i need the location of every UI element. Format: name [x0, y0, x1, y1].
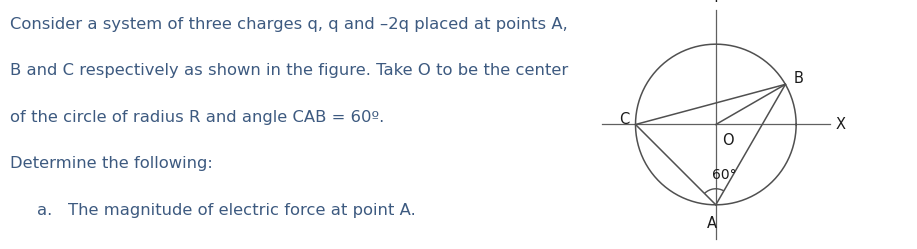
Text: Determine the following:: Determine the following:	[10, 156, 214, 171]
Text: C: C	[619, 112, 629, 127]
Text: The magnitude of electric force at point A.: The magnitude of electric force at point…	[68, 203, 415, 218]
Text: O: O	[723, 132, 734, 147]
Text: A: A	[707, 216, 717, 231]
Text: X: X	[835, 117, 845, 132]
Text: B: B	[793, 71, 803, 86]
Text: B and C respectively as shown in the figure. Take O to be the center: B and C respectively as shown in the fig…	[10, 63, 569, 78]
Text: Consider a system of three charges q, q and –2q placed at points A,: Consider a system of three charges q, q …	[10, 17, 569, 32]
Text: 60°: 60°	[712, 168, 736, 182]
Text: a.: a.	[37, 203, 52, 218]
Text: of the circle of radius R and angle CAB = 60º.: of the circle of radius R and angle CAB …	[10, 110, 385, 124]
Text: Y: Y	[712, 0, 720, 5]
